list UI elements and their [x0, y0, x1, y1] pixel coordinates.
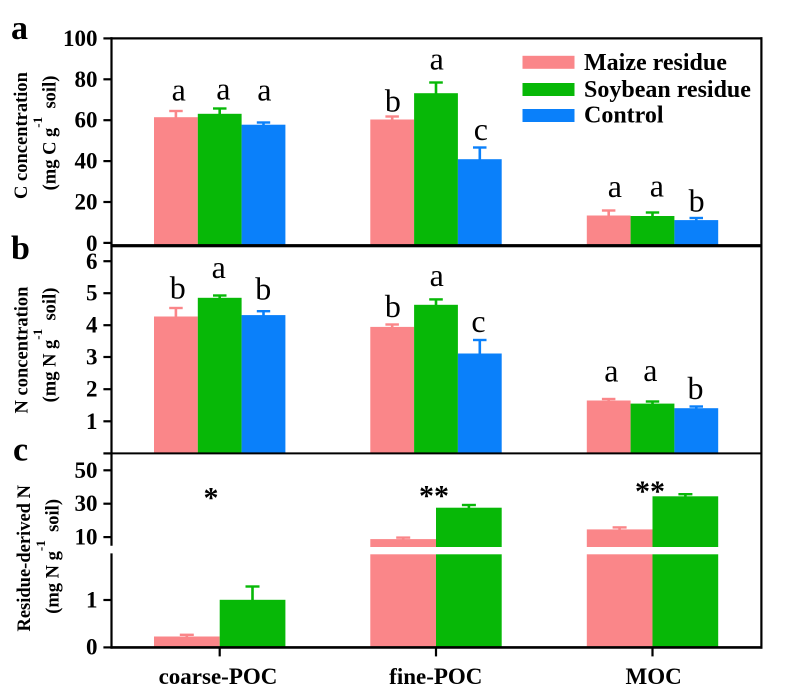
svg-text:b: b: [11, 230, 30, 267]
svg-text:2: 2: [86, 377, 98, 402]
svg-text:a: a: [257, 72, 271, 108]
svg-text:b: b: [385, 83, 401, 119]
svg-text:a: a: [430, 257, 444, 293]
svg-text:N concentration: N concentration: [13, 286, 33, 414]
svg-text:50: 50: [75, 458, 98, 483]
svg-text:Control: Control: [584, 102, 664, 128]
svg-text:1: 1: [86, 588, 98, 613]
svg-text:c: c: [13, 432, 28, 469]
svg-text:b: b: [170, 270, 186, 306]
svg-text:10: 10: [75, 525, 98, 550]
svg-text:a: a: [212, 249, 226, 285]
svg-text:60: 60: [75, 108, 98, 133]
svg-text:C concentration: C concentration: [12, 71, 32, 199]
svg-text:80: 80: [75, 67, 98, 92]
svg-text:a: a: [216, 71, 230, 107]
svg-text:a: a: [604, 352, 618, 388]
svg-text:a: a: [608, 168, 622, 204]
svg-text:b: b: [688, 370, 704, 406]
svg-text:b: b: [255, 271, 271, 307]
svg-text:coarse-POC: coarse-POC: [159, 664, 278, 689]
svg-text:fine-POC: fine-POC: [389, 664, 482, 689]
svg-text:c: c: [474, 111, 488, 147]
svg-text:5: 5: [86, 281, 98, 306]
svg-text:30: 30: [75, 491, 98, 516]
svg-text:b: b: [689, 183, 705, 219]
svg-text:100: 100: [63, 26, 98, 51]
svg-text:40: 40: [75, 149, 98, 174]
svg-text:Residue-derived N: Residue-derived N: [15, 484, 35, 631]
svg-text:a: a: [430, 40, 444, 76]
svg-text:1: 1: [86, 409, 98, 434]
svg-text:0: 0: [86, 635, 98, 660]
svg-text:4: 4: [86, 313, 98, 338]
svg-text:**: **: [635, 475, 665, 508]
svg-text:a: a: [11, 10, 28, 47]
svg-text:**: **: [419, 480, 449, 513]
svg-text:20: 20: [75, 190, 98, 215]
svg-text:0: 0: [86, 231, 98, 256]
svg-text:Maize residue: Maize residue: [584, 50, 727, 76]
svg-text:a: a: [172, 72, 186, 108]
svg-text:c: c: [471, 303, 485, 339]
svg-text:a: a: [650, 168, 664, 204]
svg-text:*: *: [204, 482, 219, 515]
svg-text:a: a: [643, 352, 657, 388]
svg-text:b: b: [385, 288, 401, 324]
svg-text:Soybean residue: Soybean residue: [584, 77, 751, 103]
svg-text:3: 3: [86, 345, 98, 370]
svg-text:MOC: MOC: [625, 664, 681, 689]
svg-text:6: 6: [86, 249, 98, 274]
